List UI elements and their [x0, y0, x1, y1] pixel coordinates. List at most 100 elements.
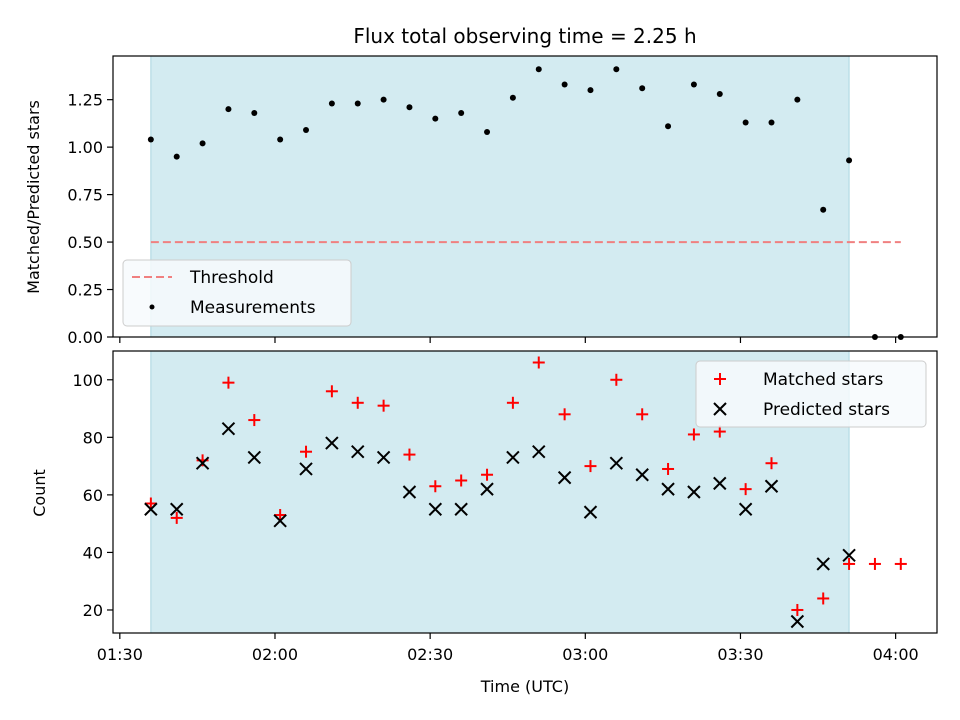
ratio-legend: Threshold Measurements [122, 259, 352, 327]
matched-star-point [791, 603, 804, 616]
matched-star-point [610, 373, 623, 386]
predicted-star-point [790, 614, 805, 629]
ratio-plot-frame [112, 55, 938, 338]
predicted-star-point [609, 456, 624, 470]
measurement-point [639, 85, 646, 92]
count-panel: 20 40 60 80 100 01:30 02:00 02:30 03:00 03:30 04:… [30, 350, 938, 696]
predicted-legend-swatch [713, 402, 727, 416]
measurement-point [613, 66, 620, 73]
measurement-point [406, 104, 413, 111]
matched-star-point [713, 425, 726, 438]
predicted-star-point [506, 450, 520, 465]
measurement-point [225, 106, 232, 113]
matched-star-point [274, 509, 287, 522]
predicted-star-point [713, 476, 727, 491]
ratio-y-ticks: 0.00 0.25 0.50 0.75 1.00 1.25 [67, 91, 113, 347]
x-tick-label: 02:00 [252, 645, 298, 664]
measurement-point [147, 136, 154, 143]
measurement-point [509, 94, 516, 101]
matched-star-point [843, 557, 856, 570]
count-plot-frame [112, 350, 938, 634]
measurement-point [587, 87, 594, 94]
matched-star-point [144, 497, 157, 510]
y-tick-label: 20 [83, 601, 103, 620]
measurement-point [484, 128, 491, 135]
measurement-point [328, 100, 335, 107]
x-tick-label: 01:30 [97, 645, 143, 664]
measurement-point [846, 157, 853, 164]
predicted-star-point [170, 502, 184, 516]
ratio-y-axis-label: Matched/Predicted stars [24, 100, 43, 294]
matched-star-point [403, 448, 416, 461]
measurement-point [690, 81, 697, 88]
measurement-point [277, 136, 284, 143]
measurement-point [665, 123, 672, 130]
matched-stars-points [144, 356, 907, 616]
predicted-star-point [273, 514, 287, 528]
y-tick-label: 60 [83, 486, 103, 505]
predicted-star-point [351, 445, 365, 459]
measurements-legend-swatch [149, 304, 155, 310]
y-tick-label: 1.25 [67, 91, 103, 110]
predicted-legend-label: Predicted stars [763, 400, 890, 420]
measurement-point [303, 127, 310, 134]
predicted-star-point [661, 482, 675, 496]
measurement-point [354, 100, 361, 107]
matched-star-point [636, 408, 649, 421]
predicted-star-point [325, 436, 339, 450]
matched-legend-label: Matched stars [763, 370, 883, 390]
measurement-point [820, 206, 827, 213]
predicted-star-point [195, 456, 210, 470]
threshold-legend-label: Threshold [189, 268, 274, 288]
predicted-star-point [454, 502, 468, 516]
y-tick-label: 40 [83, 543, 103, 562]
predicted-star-point [376, 450, 391, 465]
y-tick-label: 80 [83, 428, 103, 447]
predicted-star-point [480, 482, 494, 496]
y-tick-label: 0.00 [67, 328, 103, 347]
predicted-stars-points [144, 421, 856, 629]
measurement-point [251, 109, 258, 116]
predicted-star-point [816, 557, 830, 571]
y-tick-label: 0.50 [67, 233, 103, 252]
ratio-x-ticks [119, 337, 897, 343]
predicted-star-point [144, 502, 158, 516]
predicted-star-point [221, 421, 236, 436]
predicted-star-point [557, 470, 572, 485]
x-tick-label: 04:00 [873, 645, 919, 664]
matched-legend-swatch [714, 373, 726, 385]
matched-star-point [662, 462, 675, 475]
predicted-star-point [842, 548, 856, 563]
measurement-point [380, 96, 387, 103]
matched-star-point [817, 592, 830, 605]
predicted-star-point [635, 468, 649, 482]
x-tick-label: 02:30 [407, 645, 453, 664]
predicted-star-point [687, 485, 701, 499]
count-legend: Matched stars Predicted stars [695, 360, 927, 428]
matched-star-point [532, 356, 545, 369]
matched-star-point [351, 396, 364, 409]
matched-star-point [300, 445, 313, 458]
chart-title: Flux total observing time = 2.25 h [353, 24, 696, 48]
y-tick-label: 100 [72, 371, 103, 390]
measurement-point [716, 90, 723, 97]
matched-star-point [558, 408, 571, 421]
ratio-points [147, 66, 904, 340]
y-tick-label: 1.00 [67, 138, 103, 157]
count-x-ticks: 01:30 02:00 02:30 03:00 03:30 04:00 [97, 633, 919, 664]
predicted-star-point [532, 445, 546, 459]
count-legend-box [695, 360, 927, 428]
measurement-point [173, 153, 180, 160]
matched-star-point [481, 468, 494, 481]
matched-star-point [455, 474, 468, 487]
predicted-star-point [738, 502, 753, 516]
predicted-star-point [402, 485, 417, 499]
measurement-point [742, 119, 749, 126]
predicted-star-point [764, 479, 779, 493]
measurements-legend-label: Measurements [190, 298, 316, 318]
matched-star-point [429, 480, 442, 493]
matched-star-point [584, 460, 597, 473]
measurement-point [794, 96, 801, 103]
matched-star-point [170, 511, 183, 524]
